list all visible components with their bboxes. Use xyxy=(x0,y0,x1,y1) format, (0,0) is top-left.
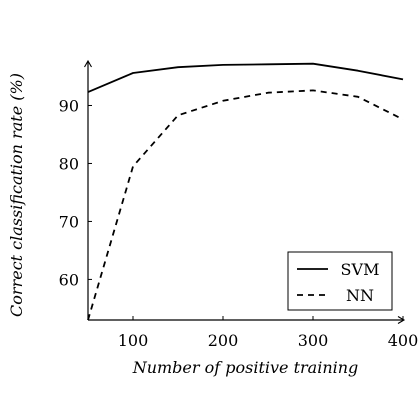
y-axis-arrow xyxy=(84,59,92,68)
series-layer xyxy=(87,62,404,321)
legend: SVM NN xyxy=(287,251,393,311)
ticks: 100 200 300 400 60 70 80 90 xyxy=(59,96,419,350)
x-tick-label: 300 xyxy=(298,331,329,350)
series-line-nn xyxy=(87,89,404,321)
x-tick-label: 400 xyxy=(388,331,419,350)
x-axis-label: Number of positive training xyxy=(132,358,359,377)
legend-label-svm: SVM xyxy=(341,260,380,279)
x-axis-arrow xyxy=(397,316,406,324)
series-line-svm xyxy=(87,62,404,93)
x-tick-label: 200 xyxy=(208,331,239,350)
legend-label-nn: NN xyxy=(346,286,374,305)
y-tick-label: 90 xyxy=(59,96,79,115)
y-tick-label: 80 xyxy=(59,154,79,173)
y-tick-label: 60 xyxy=(59,270,79,289)
y-tick-label: 70 xyxy=(59,212,79,231)
legend-box xyxy=(287,251,393,311)
x-tick-label: 100 xyxy=(118,331,149,350)
y-axis-label: Correct classification rate (%) xyxy=(7,73,26,317)
